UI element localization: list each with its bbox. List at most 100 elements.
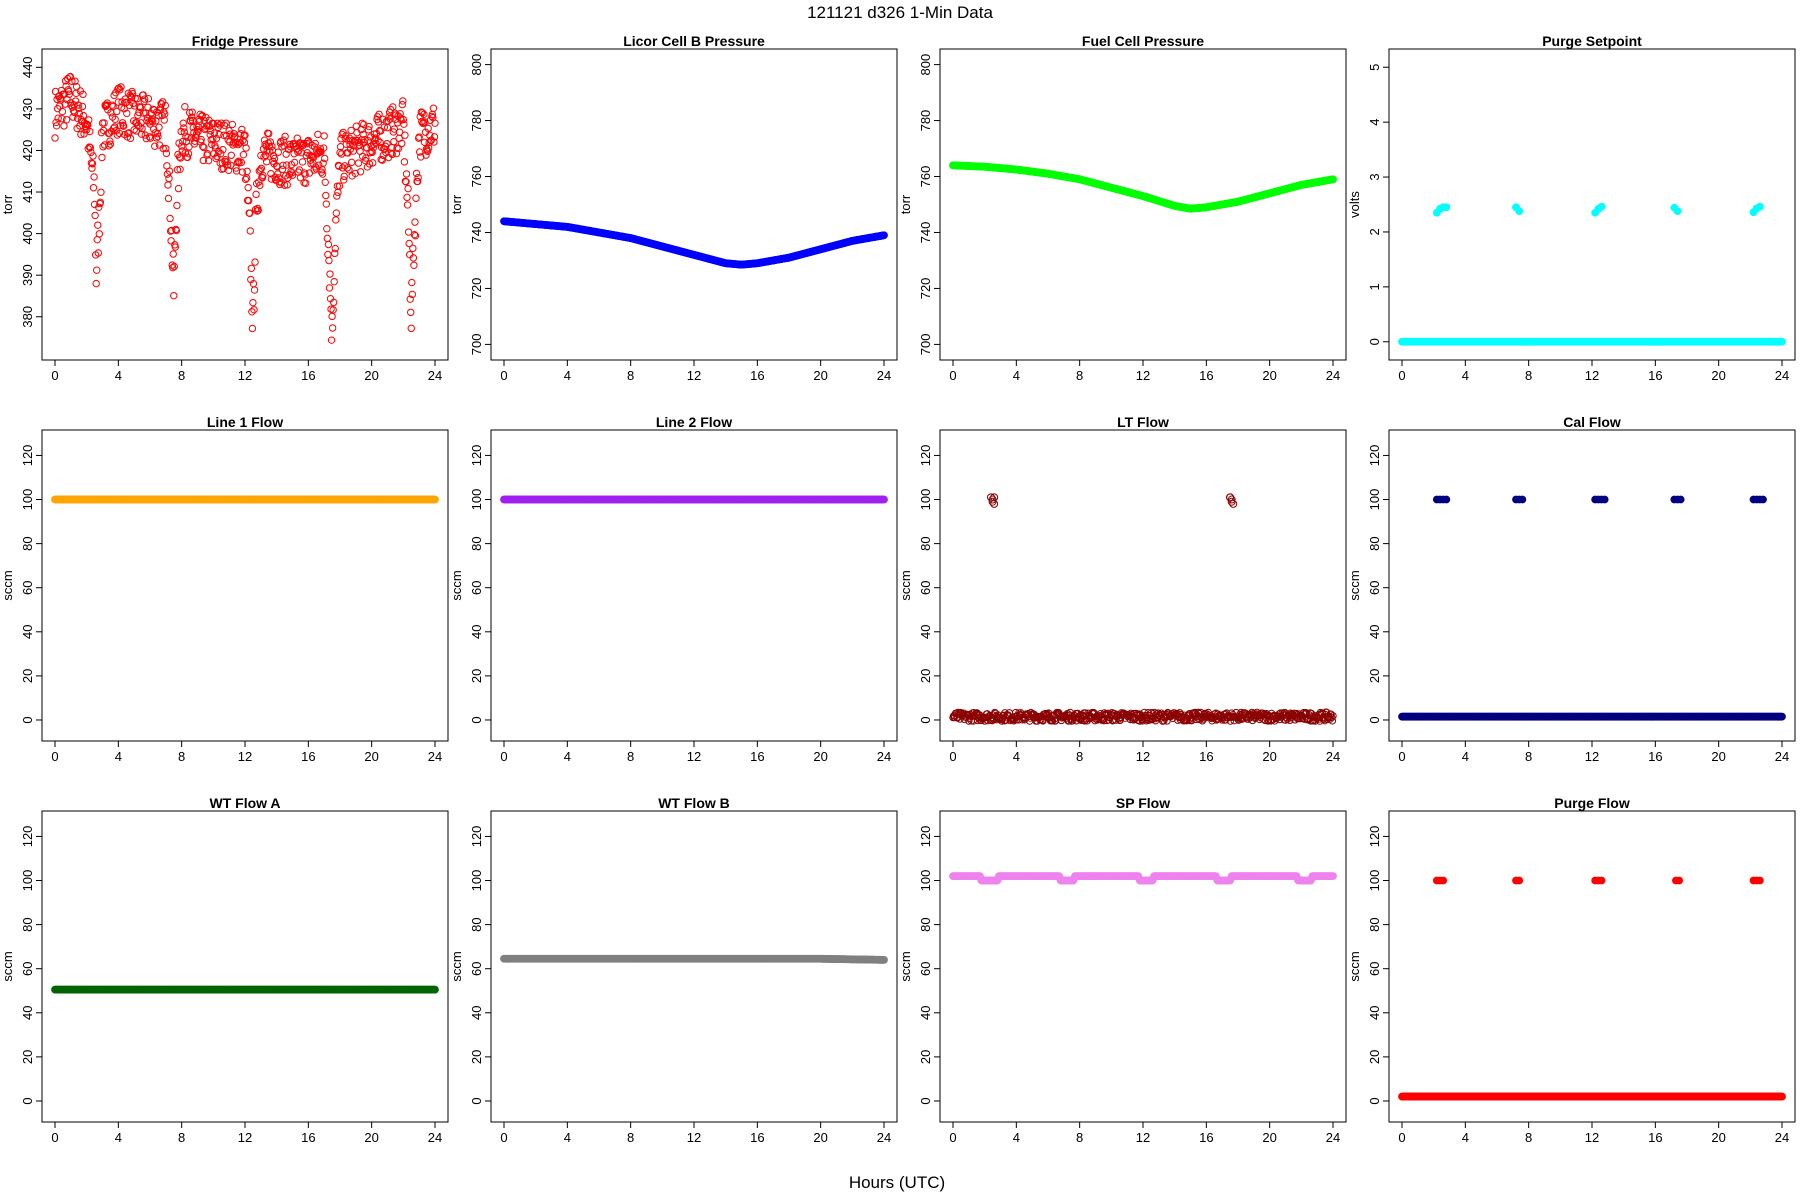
data-point <box>161 101 170 110</box>
data-point <box>65 90 73 98</box>
data-point <box>340 172 348 181</box>
data-point <box>322 200 330 208</box>
data-point <box>880 231 888 240</box>
data-point <box>106 137 114 145</box>
data-point <box>234 140 242 149</box>
x-tick-label: 24 <box>1326 749 1340 764</box>
x-tick-label: 8 <box>627 368 634 383</box>
data-point <box>199 156 208 165</box>
data-point <box>361 135 369 144</box>
data-point <box>365 122 373 131</box>
data-point <box>66 72 75 81</box>
data-point <box>167 237 175 245</box>
y-axis-label: sccm <box>449 570 464 600</box>
data-point <box>409 244 417 253</box>
data-point <box>111 115 119 124</box>
data-point <box>161 110 169 118</box>
x-tick-label: 4 <box>115 749 122 764</box>
data-point <box>1442 203 1451 212</box>
data-point <box>184 133 192 142</box>
data-point <box>87 159 96 167</box>
data-point <box>418 109 427 117</box>
data-point <box>145 133 154 141</box>
data-point <box>185 108 194 117</box>
data-point <box>172 226 181 235</box>
data-point <box>362 154 370 162</box>
y-axis-label: torr <box>898 194 913 214</box>
data-point <box>408 278 416 287</box>
data-point <box>250 306 258 314</box>
data-point <box>250 286 259 294</box>
x-tick-label: 24 <box>877 749 891 764</box>
data-point <box>388 150 396 159</box>
data-point <box>149 125 158 133</box>
x-tick-label: 8 <box>178 1130 185 1145</box>
y-tick-label: 400 <box>20 223 35 245</box>
x-tick-label: 8 <box>178 368 185 383</box>
x-tick-label: 4 <box>1013 749 1020 764</box>
y-tick-label: 100 <box>20 870 35 892</box>
panel-title: Purge Setpoint <box>1542 33 1642 49</box>
y-axis-label: volts <box>1347 191 1362 218</box>
x-tick-label: 12 <box>1136 368 1150 383</box>
data-point <box>1673 207 1682 215</box>
data-point <box>374 136 382 145</box>
y-tick-label: 2 <box>1367 228 1382 235</box>
x-tick-label: 8 <box>627 749 634 764</box>
y-tick-label: 0 <box>918 716 933 723</box>
data-point <box>410 261 418 269</box>
data-point <box>266 138 275 146</box>
data-point <box>376 138 384 147</box>
data-point <box>237 158 246 167</box>
data-point <box>319 144 328 152</box>
data-point <box>70 101 78 109</box>
data-point <box>68 77 76 85</box>
y-tick-label: 40 <box>469 625 484 639</box>
data-point <box>114 98 123 106</box>
data-point <box>425 138 433 147</box>
data-point <box>154 132 162 141</box>
data-point <box>251 258 259 266</box>
data-point <box>325 284 334 292</box>
data-point <box>407 308 415 317</box>
data-point <box>219 164 228 173</box>
x-tick-label: 0 <box>1398 368 1405 383</box>
data-point <box>344 149 352 157</box>
x-tick-label: 0 <box>949 749 956 764</box>
data-point <box>175 153 184 161</box>
plot-frame <box>939 48 1347 361</box>
data-point <box>248 324 257 333</box>
data-point <box>71 77 79 85</box>
data-point <box>265 129 273 138</box>
x-tick-label: 20 <box>364 1130 378 1145</box>
data-point <box>180 124 188 132</box>
x-tick-label: 12 <box>1585 749 1599 764</box>
y-axis-label: sccm <box>898 570 913 600</box>
y-tick-label: 440 <box>20 56 35 78</box>
data-point <box>369 159 377 167</box>
x-tick-label: 16 <box>750 368 764 383</box>
data-point <box>87 148 95 157</box>
data-point <box>199 142 207 151</box>
data-point <box>371 134 380 142</box>
data-point <box>173 166 182 174</box>
data-point <box>402 170 411 178</box>
data-point <box>326 270 334 278</box>
x-tick-label: 12 <box>238 368 252 383</box>
y-tick-label: 1 <box>1367 283 1382 290</box>
data-point <box>356 168 365 176</box>
y-tick-label: 20 <box>469 669 484 683</box>
data-point <box>88 164 96 172</box>
x-tick-label: 0 <box>500 368 507 383</box>
data-point <box>378 156 386 164</box>
data-point <box>90 173 98 181</box>
data-point <box>386 115 394 123</box>
data-point <box>246 227 254 235</box>
x-tick-label: 16 <box>301 1130 315 1145</box>
data-point <box>312 165 320 173</box>
data-point <box>409 254 418 262</box>
y-tick-label: 60 <box>918 580 933 594</box>
data-point <box>166 214 174 223</box>
data-point <box>320 132 328 140</box>
